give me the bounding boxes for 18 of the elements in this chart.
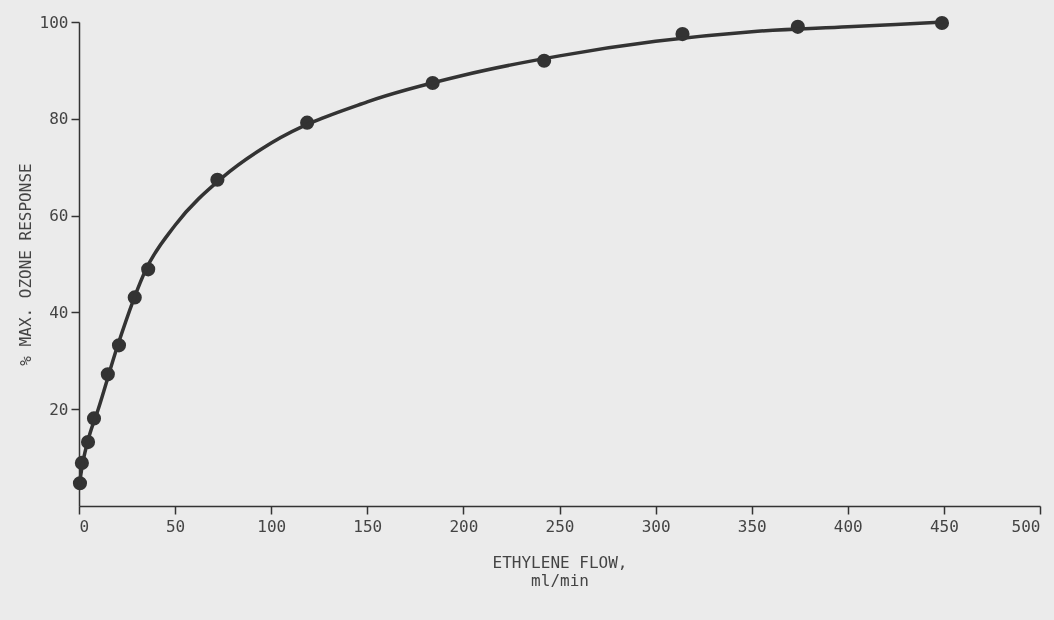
- x-tick-label: 450: [929, 516, 959, 536]
- y-tick-label: 100: [39, 12, 69, 32]
- x-tick-label: 200: [449, 516, 479, 536]
- y-tick-label: 20: [49, 399, 69, 419]
- x-tick-label: 50: [165, 516, 186, 536]
- x-tick-label: 250: [545, 516, 575, 536]
- x-tick-label: 150: [353, 516, 383, 536]
- x-tick-label: 350: [737, 516, 767, 536]
- x-axis-title: ETHYLENE FLOW, ml/min: [492, 552, 628, 590]
- y-tick-label: 60: [49, 206, 69, 226]
- x-tick-label: 100: [257, 516, 287, 536]
- x-tick-label: 400: [833, 516, 863, 536]
- x-tick-label: 300: [641, 516, 671, 536]
- y-axis-title: % MAX. OZONE RESPONSE: [15, 163, 35, 366]
- x-tick-label: 0: [79, 516, 90, 536]
- y-tick-label: 80: [49, 109, 69, 129]
- y-tick-label: 40: [49, 302, 69, 322]
- x-tick-label: 500: [1011, 516, 1041, 536]
